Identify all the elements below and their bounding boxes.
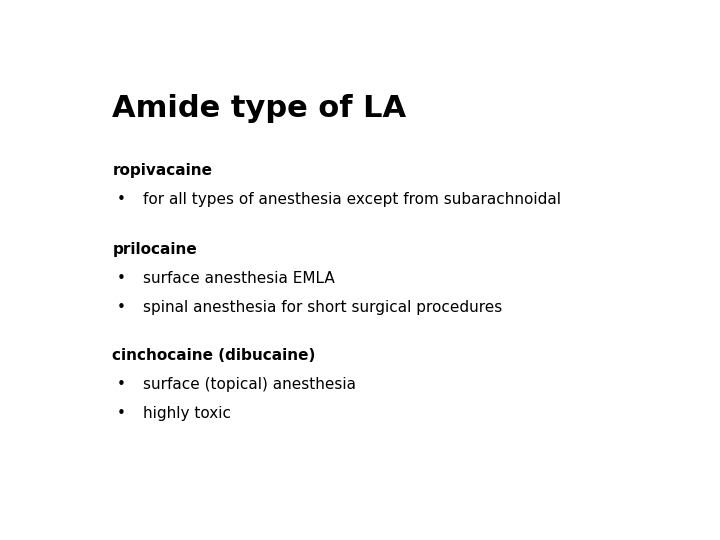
Text: cinchocaine (dibucaine): cinchocaine (dibucaine) xyxy=(112,348,315,362)
Text: •: • xyxy=(116,377,125,392)
Text: Amide type of LA: Amide type of LA xyxy=(112,94,407,123)
Text: •: • xyxy=(116,192,125,207)
Text: surface anesthesia EMLA: surface anesthesia EMLA xyxy=(143,271,335,286)
Text: •: • xyxy=(116,271,125,286)
Text: ropivacaine: ropivacaine xyxy=(112,163,212,178)
Text: prilocaine: prilocaine xyxy=(112,241,197,256)
Text: •: • xyxy=(116,406,125,421)
Text: spinal anesthesia for short surgical procedures: spinal anesthesia for short surgical pro… xyxy=(143,300,503,315)
Text: highly toxic: highly toxic xyxy=(143,406,231,421)
Text: for all types of anesthesia except from subarachnoidal: for all types of anesthesia except from … xyxy=(143,192,561,207)
Text: surface (topical) anesthesia: surface (topical) anesthesia xyxy=(143,377,356,392)
Text: •: • xyxy=(116,300,125,315)
